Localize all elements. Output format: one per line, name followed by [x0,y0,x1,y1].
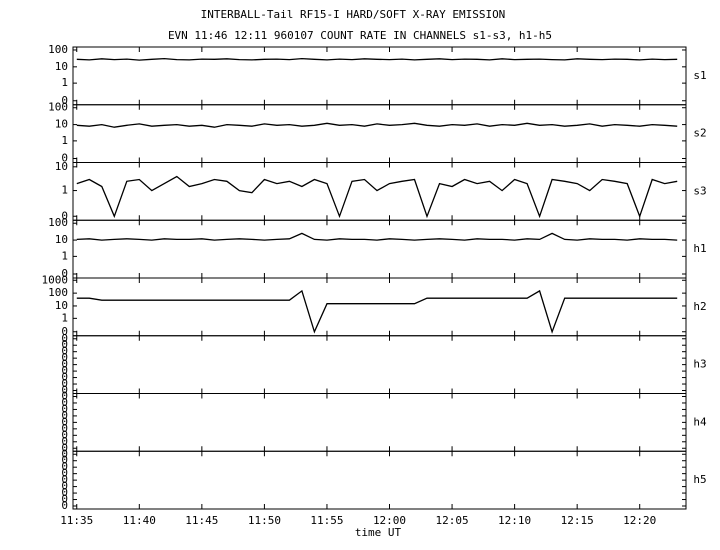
y-tick-label: 0 [61,454,68,467]
y-tick-label: 10 [55,118,68,131]
y-tick-label: 0 [61,152,68,165]
y-tick-label: 0 [61,396,68,409]
y-tick-label: 1 [61,134,68,147]
y-tick-label: 100 [48,216,68,229]
y-tick-label: 0 [61,402,68,415]
y-tick-label: 0 [61,338,68,351]
panel-frame [72,104,687,163]
y-tick-label: 10 [55,60,68,73]
chart-subtitle: EVN 11:46 12:11 960107 COUNT RATE IN CHA… [168,29,552,42]
x-tick-label: 11:45 [185,514,218,527]
panel-label: s1 [693,69,706,82]
x-tick-label: 11:40 [123,514,156,527]
panel-frame [72,393,687,452]
y-tick-label: 0 [61,351,68,364]
y-tick-label: 0 [61,390,68,403]
y-tick-label: 10 [55,160,68,173]
panel-frame [72,219,687,279]
y-tick-label: 0 [61,332,68,345]
y-tick-label: 1 [61,76,68,89]
panel-frame [72,335,687,394]
y-tick-label: 0 [61,428,68,441]
trace [76,232,678,241]
x-tick-label: 12:10 [498,514,531,527]
y-tick-label: 0 [61,499,68,512]
y-tick-label: 100 [48,43,68,56]
y-tick-label: 10 [55,233,68,246]
y-tick-label: 0 [61,480,68,493]
panel-label: s2 [693,127,706,140]
panel-label: h1 [693,242,706,255]
panel-frame [72,277,687,337]
y-tick-label: 0 [61,345,68,358]
y-tick-label: 10 [55,299,68,312]
panel-label: s3 [693,184,706,197]
panel-label: h4 [693,415,707,428]
trace [76,175,678,219]
panel-label: h5 [693,473,706,486]
y-tick-label: 1 [61,184,68,197]
trace [76,57,678,61]
y-tick-label: 0 [61,486,68,499]
y-tick-label: 1000 [42,273,69,286]
panel-frame [72,450,687,510]
x-tick-label: 12:00 [373,514,406,527]
y-tick-label: 0 [61,467,68,480]
y-tick-label: 0 [61,493,68,506]
x-tick-label: 11:35 [60,514,93,527]
panel-frame [72,162,687,221]
x-tick-label: 11:55 [310,514,343,527]
panel-label: h3 [693,358,706,371]
panel-frame [72,46,687,106]
y-tick-label: 0 [61,415,68,428]
y-tick-label: 0 [61,441,68,454]
y-tick-label: 1 [61,311,68,324]
y-tick-label: 0 [61,267,68,280]
panel-label: h2 [693,300,706,313]
y-tick-label: 0 [61,447,68,460]
y-tick-label: 0 [61,473,68,486]
trace [76,289,678,334]
y-tick-label: 0 [61,435,68,448]
chart-title: INTERBALL-Tail RF15-I HARD/SOFT X-RAY EM… [201,8,506,21]
x-tick-label: 12:20 [623,514,656,527]
x-tick-label: 12:05 [435,514,468,527]
y-tick-label: 1 [61,249,68,262]
y-tick-label: 0 [61,358,68,371]
y-tick-label: 0 [61,325,68,338]
y-tick-label: 100 [48,101,68,114]
y-tick-label: 0 [61,364,68,377]
y-tick-label: 0 [61,94,68,107]
x-axis-label: time UT [355,526,402,539]
trace [76,122,678,128]
y-tick-label: 0 [61,460,68,473]
x-tick-label: 12:15 [561,514,594,527]
y-tick-label: 0 [61,209,68,222]
y-tick-label: 0 [61,409,68,422]
y-tick-label: 100 [48,286,68,299]
y-tick-label: 0 [61,422,68,435]
x-tick-label: 11:50 [248,514,281,527]
y-tick-label: 0 [61,384,68,397]
y-tick-label: 0 [61,377,68,390]
y-tick-label: 0 [61,371,68,384]
